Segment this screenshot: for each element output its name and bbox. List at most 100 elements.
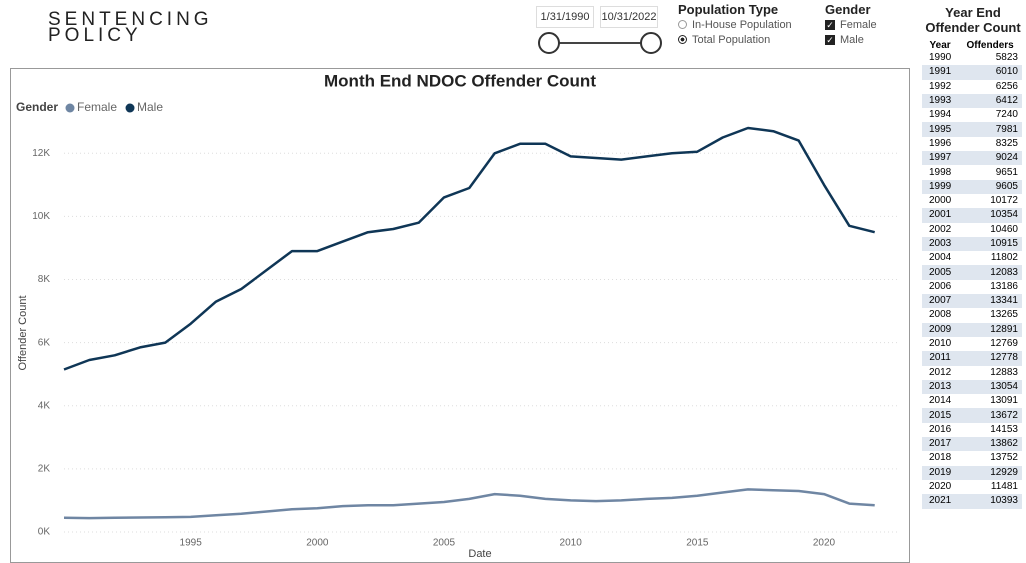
y-tick-label: 6K (38, 337, 51, 348)
table-cell: 2018 (928, 452, 952, 464)
checkbox[interactable]: ✓ (825, 19, 835, 30)
table-cell: 6412 (958, 93, 1022, 109)
table-row: 2021 10393 (922, 494, 1022, 509)
y-tick-label: 4K (38, 400, 51, 411)
filter-title: Population Type (678, 2, 779, 17)
line-series (63, 488, 875, 520)
table-row: 1990 5823 (922, 51, 1022, 65)
table-row: 1999 9605 (922, 179, 1022, 194)
check-option[interactable]: ✓ Male (825, 32, 877, 47)
table-cell: 13672 (958, 408, 1022, 423)
table-row: 2005 12083 (922, 265, 1022, 280)
table-cell: 10460 (990, 223, 1018, 235)
table-cell: 2015 (922, 408, 959, 423)
table-row: 2001 10354 (922, 208, 1022, 223)
table-cell: 9605 (958, 179, 1022, 194)
table-cell: 7981 (958, 122, 1022, 137)
table-cell: 12769 (990, 338, 1018, 350)
table-cell: 14153 (990, 423, 1018, 435)
table-cell: 1995 (922, 122, 959, 137)
radio-option[interactable]: Total Population (678, 32, 792, 47)
legend-title: Gender (16, 100, 58, 114)
table-cell: 5823 (995, 52, 1018, 64)
y-tick-label: 2K (38, 464, 51, 475)
table-row: 2004 11802 (922, 251, 1022, 265)
x-tick-label: 2005 (433, 538, 456, 549)
table-cell: 2017 (922, 437, 959, 452)
table-row: 1991 6010 (922, 65, 1022, 80)
table-cell: 7240 (995, 109, 1018, 121)
check-option[interactable]: ✓ Female (825, 17, 877, 32)
column-header[interactable]: Offenders (966, 40, 1014, 51)
table-cell: 2013 (922, 379, 959, 395)
table-cell: 12891 (958, 322, 1022, 337)
table-cell: 2002 (928, 223, 952, 235)
table-cell: 2009 (922, 322, 959, 337)
option-label: In-House Population (692, 18, 792, 31)
radio-option[interactable]: In-House Population (678, 17, 792, 32)
table-cell: 1998 (928, 166, 952, 178)
option-label: Male (840, 33, 864, 46)
table-row: 2007 13341 (922, 294, 1022, 309)
table-cell: 12883 (990, 366, 1018, 378)
table-cell: 2011 (922, 351, 959, 366)
line-series (63, 126, 876, 371)
table-cell: 1997 (922, 151, 959, 166)
table-cell: 12083 (958, 265, 1022, 280)
table-cell: 1994 (928, 109, 952, 121)
table-row: 2014 13091 (922, 394, 1022, 408)
column-header[interactable]: Year (929, 40, 951, 51)
chart: Month End NDOC Offender Count Date Offen… (10, 68, 910, 563)
table-cell: 10915 (958, 236, 1022, 252)
table-cell: 1992 (928, 80, 952, 92)
table-cell: 1990 (928, 52, 952, 64)
filter-title: Gender (825, 2, 871, 17)
table-row: 2017 13862 (922, 437, 1022, 452)
table-row: 2000 10172 (922, 194, 1022, 208)
radio[interactable] (678, 20, 687, 29)
table-cell: 2010 (928, 338, 952, 350)
table-cell: 2019 (922, 465, 959, 480)
legend-label: Male (137, 100, 163, 114)
table-row: 2018 13752 (922, 451, 1022, 465)
table-cell: 10393 (958, 494, 1022, 509)
table-row: 2010 12769 (922, 337, 1022, 351)
y-tick-label: 8K (38, 274, 51, 285)
table-cell: 13186 (990, 280, 1018, 292)
table-row: 2012 12883 (922, 366, 1022, 380)
table-cell: 10354 (958, 208, 1022, 223)
checkbox[interactable]: ✓ (825, 34, 835, 45)
legend-swatch (65, 103, 75, 113)
table-cell: 2020 (928, 481, 952, 493)
table-cell: 2012 (928, 366, 952, 378)
end-date[interactable]: 10/31/2022 (600, 6, 658, 28)
radio[interactable] (678, 35, 687, 44)
table-row: 2006 13186 (922, 280, 1022, 294)
table-cell: 9651 (995, 166, 1018, 178)
table-cell: 2000 (928, 195, 952, 207)
start-date[interactable]: 1/31/1990 (536, 6, 594, 28)
table-cell: 2014 (928, 395, 952, 407)
table-row: 2015 13672 (922, 408, 1022, 423)
table-cell: 2004 (928, 252, 952, 264)
table: Year Offenders 1990 5823 1991 6010 1992 6256 199… (922, 40, 1022, 509)
date-slider[interactable] (535, 30, 665, 56)
table-row: 1993 6412 (922, 93, 1022, 109)
slider-handle[interactable] (640, 32, 662, 54)
table-cell: 2006 (928, 280, 952, 292)
x-tick-label: 1995 (180, 538, 203, 549)
table-row: 2009 12891 (922, 322, 1022, 337)
legend-swatch (125, 103, 135, 113)
logo-line: POLICY (48, 25, 142, 46)
gender-filter: Gender ✓ Female ✓ Male (825, 2, 877, 47)
x-tick-label: 2000 (306, 538, 329, 549)
table-cell: 11481 (990, 481, 1018, 493)
table-cell: 1993 (922, 93, 959, 109)
table-row: 2019 12929 (922, 465, 1022, 480)
table-row: 2013 13054 (922, 379, 1022, 395)
slider-handle[interactable] (538, 32, 560, 54)
table-title: Year End Offender Count (925, 5, 1021, 35)
table-cell: 1996 (928, 137, 952, 149)
table-row: 2020 11481 (922, 480, 1022, 494)
